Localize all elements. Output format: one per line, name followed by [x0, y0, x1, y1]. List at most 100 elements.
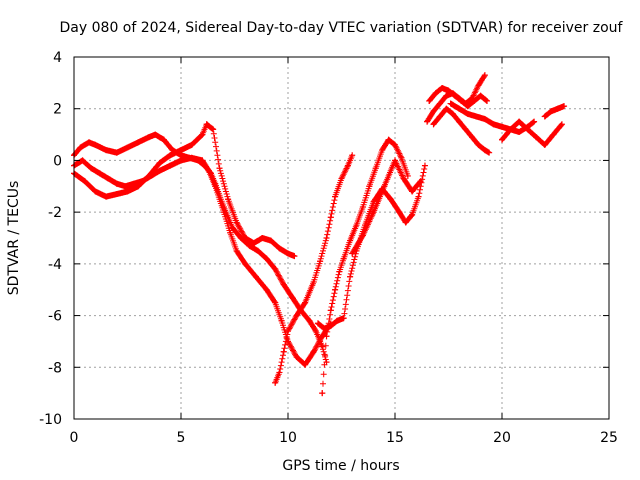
x-axis-label: GPS time / hours — [282, 458, 399, 474]
data-point — [499, 136, 505, 143]
data-point — [280, 281, 287, 288]
y-tick-label: -4 — [48, 257, 62, 273]
data-point — [436, 113, 443, 120]
data-point — [385, 136, 392, 143]
data-point — [152, 131, 159, 138]
data-point — [103, 147, 110, 154]
data-point — [471, 97, 478, 104]
data-point — [507, 126, 514, 133]
data-point — [167, 162, 174, 169]
data-point — [220, 209, 227, 216]
data-point — [317, 258, 324, 265]
data-point — [447, 100, 454, 107]
data-point — [327, 322, 334, 329]
data-point — [323, 333, 330, 340]
data-point — [409, 188, 416, 195]
data-point — [400, 175, 407, 182]
data-point — [379, 147, 386, 154]
data-point — [548, 108, 555, 115]
data-point — [475, 141, 482, 148]
data-point — [464, 103, 471, 110]
y-tick-label: -10 — [39, 412, 62, 428]
data-point — [484, 97, 491, 104]
data-point — [359, 232, 366, 239]
data-point — [430, 108, 437, 115]
y-tick-label: -6 — [48, 309, 62, 325]
data-point — [490, 121, 497, 128]
data-point — [291, 253, 298, 260]
data-point — [285, 250, 291, 257]
data-point — [456, 105, 463, 112]
data-point — [327, 307, 334, 314]
series-track-d — [272, 152, 356, 386]
data-point — [310, 278, 317, 285]
data-point — [178, 147, 184, 154]
axis-ticks — [73, 56, 610, 420]
data-point — [233, 247, 240, 254]
data-point — [332, 193, 339, 200]
data-point — [229, 224, 236, 231]
data-point — [293, 312, 300, 319]
data-point — [178, 157, 184, 164]
data-point — [558, 121, 565, 128]
data-point — [347, 237, 354, 244]
data-point — [113, 149, 120, 156]
data-point — [334, 317, 341, 324]
data-point — [398, 154, 405, 161]
data-point — [344, 162, 351, 169]
data-point — [533, 134, 540, 141]
data-point — [462, 126, 469, 133]
series-track-g — [349, 157, 424, 257]
data-point — [267, 237, 274, 244]
data-point — [246, 242, 253, 249]
data-point — [347, 273, 354, 280]
data-point — [319, 390, 326, 397]
data-point — [321, 325, 328, 332]
data-point — [481, 147, 488, 154]
data-point — [233, 219, 240, 226]
plot-frame — [73, 56, 610, 420]
data-point — [276, 369, 283, 376]
data-point — [469, 134, 476, 141]
data-point — [396, 209, 403, 216]
y-tick-label: 2 — [53, 102, 62, 118]
data-point — [278, 317, 285, 324]
x-tick-label: 25 — [600, 430, 618, 446]
data-point — [449, 110, 456, 117]
data-point — [199, 131, 206, 138]
data-point — [272, 379, 279, 386]
data-point — [113, 180, 120, 187]
data-point — [323, 235, 330, 241]
data-point — [541, 113, 548, 120]
x-tick-labels: 0 5 10 15 20 25 — [70, 430, 618, 446]
x-tick-label: 5 — [177, 430, 186, 446]
data-point — [255, 247, 262, 254]
data-point — [92, 141, 99, 148]
data-point — [178, 152, 184, 159]
data-point — [225, 196, 232, 203]
data-point — [359, 203, 366, 210]
data-point — [280, 348, 287, 355]
data-point — [285, 328, 291, 335]
data-point — [263, 286, 270, 293]
data-point — [293, 353, 300, 360]
data-point — [473, 113, 480, 120]
data-points — [71, 72, 568, 397]
data-point — [85, 139, 92, 146]
data-point — [113, 191, 120, 198]
data-point — [199, 157, 206, 164]
data-point — [88, 165, 95, 172]
data-point — [430, 121, 437, 128]
y-axis-label: SDTVAR / TECUs — [6, 181, 22, 296]
data-point — [516, 118, 523, 125]
data-point — [524, 126, 531, 133]
y-tick-label: 4 — [53, 50, 62, 66]
data-point — [188, 141, 195, 148]
data-point — [402, 219, 409, 226]
data-point — [432, 90, 439, 97]
data-point — [105, 175, 112, 182]
data-point — [212, 183, 219, 190]
x-tick-label: 0 — [70, 430, 79, 446]
data-point — [327, 214, 334, 221]
